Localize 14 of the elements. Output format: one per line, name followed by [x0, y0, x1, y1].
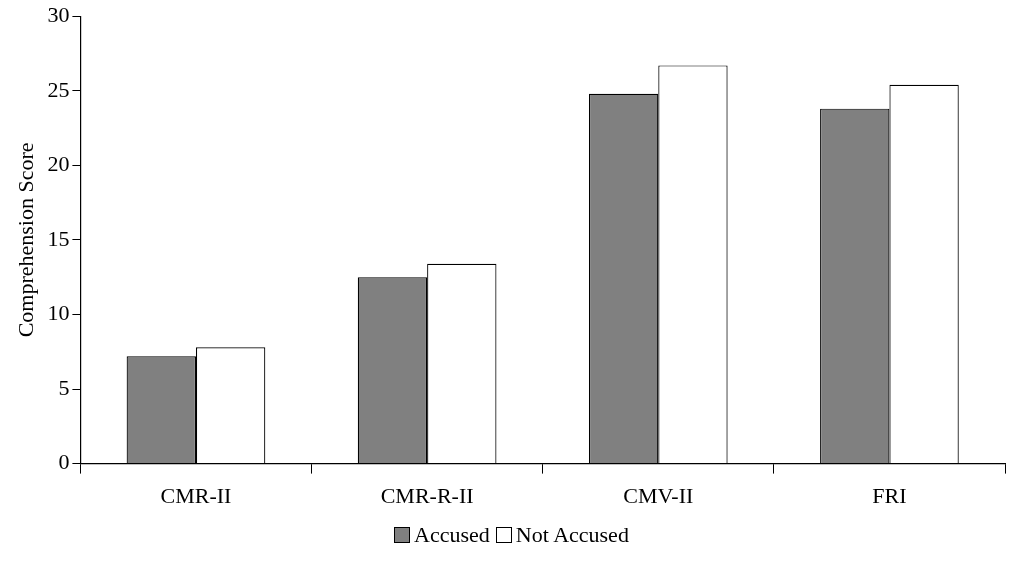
y-tick-label: 30 — [47, 1, 70, 27]
x-tick-label: CMR-II — [160, 482, 232, 508]
y-tick-label: 10 — [47, 300, 70, 326]
y-tick-label: 0 — [58, 449, 70, 475]
y-tick-label: 20 — [47, 151, 70, 177]
legend-label: Accused — [414, 522, 490, 548]
y-tick-label: 15 — [47, 225, 70, 251]
x-tick-label: CMR-R-II — [380, 482, 474, 508]
x-tick-label: CMV-II — [623, 482, 694, 508]
text: Not Accused — [515, 522, 629, 548]
y-tick-label: 5 — [58, 374, 70, 400]
x-tick-label: FRI — [872, 482, 907, 508]
y-tick-label: 25 — [47, 76, 70, 102]
y-axis-title: Comprehension Score — [12, 142, 38, 338]
